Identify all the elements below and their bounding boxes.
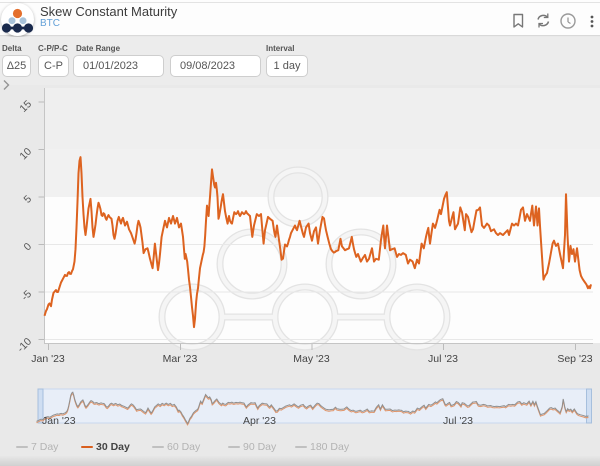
svg-text:Jul '23: Jul '23 xyxy=(443,415,473,427)
svg-text:May '23: May '23 xyxy=(293,353,330,365)
svg-text:-5: -5 xyxy=(19,288,34,303)
svg-text:-10: -10 xyxy=(15,336,34,355)
svg-text:5: 5 xyxy=(22,193,35,206)
svg-text:Jan '23: Jan '23 xyxy=(31,353,65,365)
svg-text:0: 0 xyxy=(22,241,35,254)
svg-text:Apr '23: Apr '23 xyxy=(243,415,276,427)
svg-text:Jul '23: Jul '23 xyxy=(428,353,458,365)
svg-text:10: 10 xyxy=(17,146,34,163)
svg-text:Mar '23: Mar '23 xyxy=(163,353,198,365)
svg-text:15: 15 xyxy=(17,98,34,115)
svg-text:Jan '23: Jan '23 xyxy=(42,415,76,427)
svg-text:Sep '23: Sep '23 xyxy=(557,353,592,365)
